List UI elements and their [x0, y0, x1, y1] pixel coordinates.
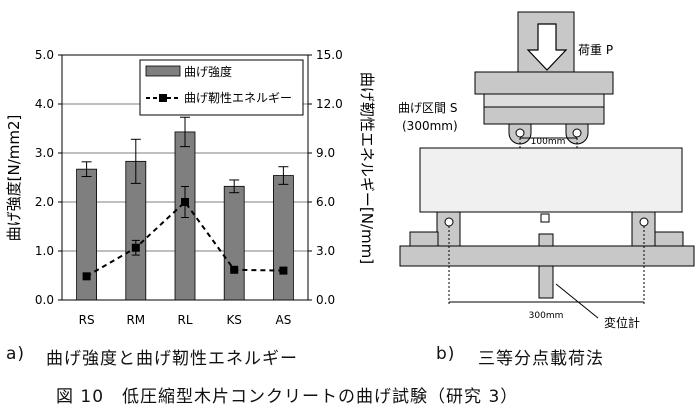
toughness-point — [82, 272, 91, 281]
toughness-point — [279, 266, 288, 275]
caption-b-text: 三等分点載荷法 — [478, 349, 604, 369]
x-tick-label: RM — [126, 313, 145, 327]
upper-roller-right-pin — [572, 128, 582, 138]
y-tick-label: 5.0 — [35, 48, 54, 62]
inner-dim-label: 100mm — [531, 137, 566, 147]
y2-tick-label: 0.0 — [316, 293, 335, 307]
toughness-line — [82, 185, 288, 281]
toughness-point — [131, 243, 140, 252]
upper-roller-left-pin — [515, 128, 525, 138]
span-label-mm: (300mm) — [402, 119, 458, 133]
legend-line-label: 曲げ靭性エネルギー — [184, 91, 292, 105]
left-axis-title: 曲げ強度[N/mm2] — [5, 115, 23, 242]
gauge-head — [540, 213, 550, 223]
right-axis-title: 曲げ靭性エネルギー[N/mm] — [358, 72, 376, 264]
gauge-stem — [538, 265, 554, 299]
support-foot-left — [409, 231, 439, 247]
strength-error-bars — [81, 116, 289, 194]
legend-line-marker — [159, 94, 167, 102]
y-tick-label: 4.0 — [35, 97, 54, 111]
y-tick-label: 3.0 — [35, 146, 54, 160]
gauge-leader — [555, 283, 599, 319]
specimen — [419, 147, 683, 213]
caption-a-mark: a) — [6, 344, 26, 364]
y2-tick-label: 6.0 — [316, 195, 335, 209]
y2-tick-label: 9.0 — [316, 146, 335, 160]
legend-bar-label: 曲げ強度 — [184, 64, 232, 79]
right-axis-ticks: 0.0 3.0 6.0 9.0 12.0 15.0 — [308, 48, 343, 307]
toughness-series-line — [86, 200, 284, 278]
y-tick-label: 0.0 — [35, 293, 54, 307]
toughness-point — [230, 265, 239, 274]
legend-bar-swatch — [145, 65, 181, 77]
caption-b-mark: b) — [436, 344, 456, 364]
y-tick-label: 2.0 — [35, 195, 54, 209]
y-tick-label: 1.0 — [35, 244, 54, 258]
caption-a-text: 曲げ強度と曲げ靭性エネルギー — [46, 349, 298, 369]
y2-tick-label: 3.0 — [316, 244, 335, 258]
support-left-pin — [444, 217, 454, 227]
left-axis-ticks: 0.0 1.0 2.0 3.0 4.0 5.0 — [35, 48, 62, 307]
y2-tick-label: 12.0 — [316, 97, 343, 111]
gauge-label: 変位計 — [604, 315, 640, 330]
load-label: 荷重 P — [578, 43, 613, 57]
upper-plate-lower — [483, 93, 605, 108]
loading-beam — [483, 106, 605, 125]
x-tick-label: RS — [79, 313, 95, 327]
y2-tick-label: 15.0 — [316, 48, 343, 62]
upper-plate — [474, 71, 614, 95]
legend: 曲げ強度 曲げ靭性エネルギー — [139, 59, 304, 116]
x-tick-label: KS — [226, 313, 242, 327]
x-tick-label: AS — [275, 313, 291, 327]
figure-caption: 図 10 低圧縮型木片コンクリートの曲げ試験（研究 3） — [56, 387, 519, 407]
x-axis-labels: RS RM RL KS AS — [79, 313, 292, 327]
load-arrow-icon — [526, 23, 568, 71]
toughness-point — [181, 198, 189, 206]
x-tick-label: RL — [177, 313, 192, 327]
outer-dim-label: 300mm — [529, 311, 564, 321]
base-plate — [399, 245, 695, 267]
support-foot-right — [654, 231, 684, 247]
span-label: 曲げ区間 S — [398, 101, 457, 115]
support-right-pin — [639, 217, 649, 227]
